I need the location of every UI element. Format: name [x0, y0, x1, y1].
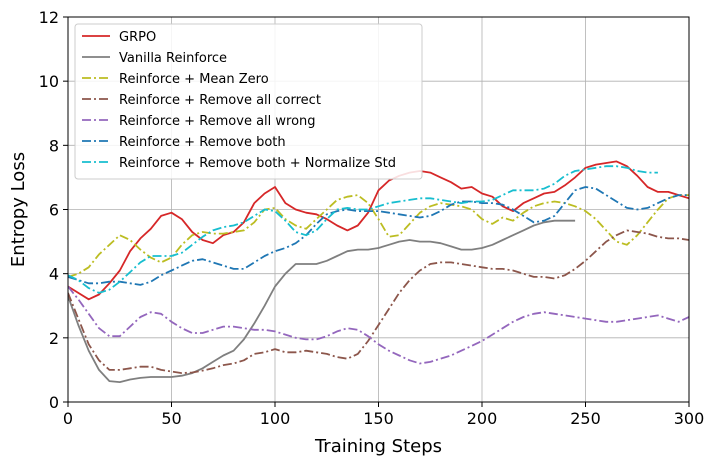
legend-label: Reinforce + Remove both + Normalize Std [119, 156, 396, 171]
legend-label: GRPO [119, 30, 156, 45]
legend-box [74, 23, 423, 180]
x-tick-label: 0 [63, 409, 73, 428]
y-tick-label: 8 [49, 136, 59, 155]
y-tick-label: 6 [49, 201, 59, 220]
series-line-1 [68, 160, 689, 301]
x-tick-label: 250 [570, 409, 601, 428]
legend-label: Reinforce + Remove all correct [119, 93, 321, 108]
x-axis-ticks: 0 50 100 150 200 250 300 [63, 402, 704, 428]
series-line-7 [68, 165, 658, 294]
legend-label: Reinforce + Mean Zero [119, 72, 269, 87]
series-line-2 [68, 219, 576, 383]
legend-label: Reinforce + Remove both [119, 135, 286, 150]
y-tick-label: 4 [49, 265, 59, 284]
y-tick-label: 10 [39, 72, 59, 91]
x-tick-label: 150 [363, 409, 394, 428]
series-layer [68, 160, 689, 383]
legend-label: Vanilla Reinforce [119, 51, 227, 66]
y-axis-title: Entropy Loss [8, 152, 29, 267]
legend-label: Reinforce + Remove all wrong [119, 114, 316, 129]
x-tick-label: 50 [161, 409, 181, 428]
y-tick-label: 0 [49, 393, 59, 412]
series-line-6 [68, 186, 689, 286]
series-line-3 [68, 194, 689, 278]
x-tick-label: 200 [467, 409, 498, 428]
x-axis-title: Training Steps [314, 436, 442, 457]
y-tick-label: 12 [39, 8, 59, 27]
legend: GRPO Vanilla Reinforce Reinforce + Mean Ze… [74, 23, 423, 180]
x-tick-label: 100 [260, 409, 291, 428]
series-line-5 [68, 285, 689, 365]
y-tick-label: 2 [49, 329, 59, 348]
x-tick-label: 300 [674, 409, 705, 428]
y-axis-ticks: 0 2 4 6 8 10 12 [39, 8, 68, 412]
series-line-4 [68, 229, 689, 374]
